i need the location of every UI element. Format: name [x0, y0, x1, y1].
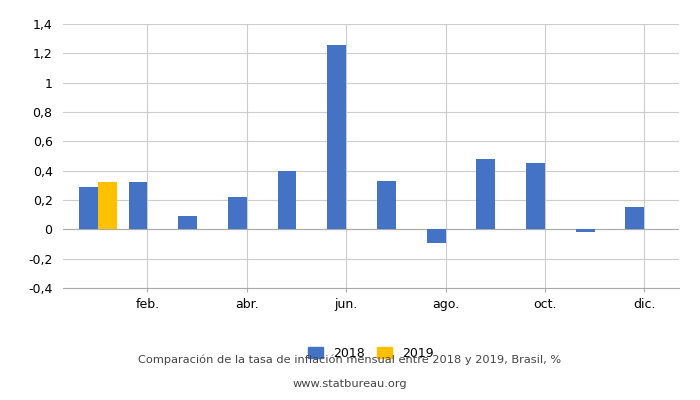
Legend: 2018, 2019: 2018, 2019 — [303, 342, 439, 365]
Bar — [98, 182, 117, 229]
Bar — [328, 44, 346, 229]
Text: www.statbureau.org: www.statbureau.org — [293, 379, 407, 389]
Bar — [228, 197, 247, 229]
Bar — [129, 182, 148, 229]
Bar — [79, 187, 98, 229]
Bar — [575, 229, 594, 232]
Bar — [178, 216, 197, 229]
Bar — [625, 207, 644, 229]
Bar — [377, 181, 395, 229]
Bar — [278, 171, 297, 229]
Bar — [426, 229, 445, 242]
Text: Comparación de la tasa de inflación mensual entre 2018 y 2019, Brasil, %: Comparación de la tasa de inflación mens… — [139, 355, 561, 365]
Bar — [526, 163, 545, 229]
Bar — [476, 159, 495, 229]
